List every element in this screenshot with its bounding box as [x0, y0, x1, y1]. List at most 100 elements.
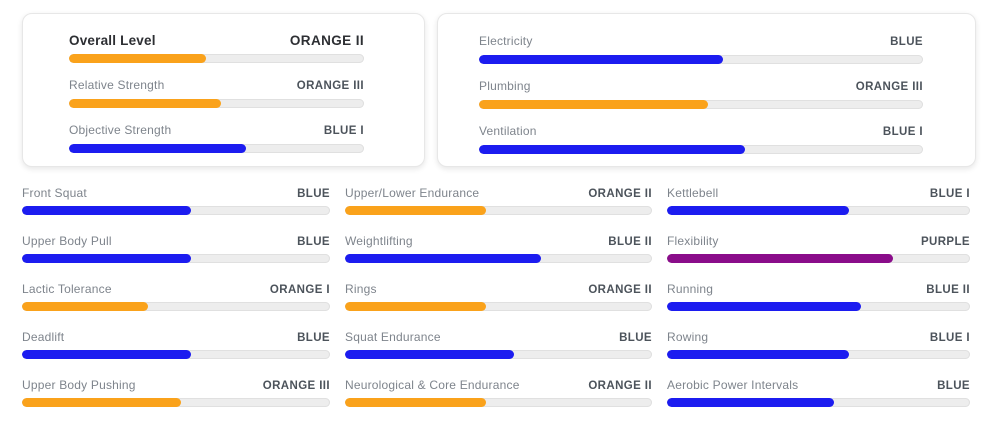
metric-label: Upper Body Pull — [22, 234, 112, 248]
progress-row: Flexibility PURPLE — [667, 234, 970, 263]
progress-row: Plumbing ORANGE III — [479, 79, 923, 109]
metric-label: Relative Strength — [69, 78, 165, 92]
progress-fill — [345, 254, 542, 263]
progress-fill — [479, 100, 708, 109]
metric-level: BLUE — [890, 36, 923, 48]
metric-label: Overall Level — [69, 33, 156, 48]
utilities-card: Electricity BLUE Plumbing ORANGE III V — [437, 13, 976, 167]
metrics-column-3: Kettlebell BLUE I Flexibility PURPLE R — [667, 186, 970, 421]
metric-label: Upper/Lower Endurance — [345, 186, 480, 200]
overall-level-card: Overall Level ORANGE II Relative Strengt… — [22, 13, 425, 167]
metric-label: Neurological & Core Endurance — [345, 378, 520, 392]
metric-label: Ventilation — [479, 124, 537, 138]
progress-track — [22, 206, 330, 215]
progress-row: Running BLUE II — [667, 282, 970, 311]
progress-track — [69, 54, 364, 63]
metric-level: BLUE I — [323, 125, 364, 137]
progress-row: Rowing BLUE I — [667, 330, 970, 359]
metrics-grid: Front Squat BLUE Upper Body Pull BLUE — [22, 186, 975, 421]
progress-fill — [479, 55, 724, 64]
metric-level: BLUE II — [926, 284, 970, 296]
metric-level: ORANGE III — [296, 80, 364, 92]
progress-fill — [479, 145, 746, 154]
metric-level: BLUE I — [882, 126, 923, 138]
progress-track — [345, 254, 652, 263]
metric-label: Kettlebell — [667, 186, 719, 200]
progress-fill — [667, 206, 849, 215]
progress-fill — [667, 398, 834, 407]
metrics-column-2: Upper/Lower Endurance ORANGE II Weightli… — [345, 186, 652, 421]
progress-fill — [22, 254, 192, 263]
progress-row: Rings ORANGE II — [345, 282, 652, 311]
progress-row: Deadlift BLUE — [22, 330, 330, 359]
progress-row: Relative Strength ORANGE III — [69, 78, 364, 108]
metric-level: BLUE — [937, 380, 970, 392]
metric-level: ORANGE III — [262, 380, 330, 392]
progress-track — [345, 398, 652, 407]
progress-fill — [345, 398, 487, 407]
progress-fill — [22, 398, 181, 407]
progress-track — [22, 254, 330, 263]
metric-level: BLUE — [619, 332, 652, 344]
progress-row: Ventilation BLUE I — [479, 124, 923, 154]
progress-row: Aerobic Power Intervals BLUE — [667, 378, 970, 407]
progress-row: Overall Level ORANGE II — [69, 34, 364, 63]
progress-row: Objective Strength BLUE I — [69, 123, 364, 153]
progress-row: Front Squat BLUE — [22, 186, 330, 215]
metric-level: ORANGE II — [588, 284, 652, 296]
progress-fill — [667, 350, 849, 359]
metric-label: Squat Endurance — [345, 330, 441, 344]
metric-level: BLUE — [297, 332, 330, 344]
progress-fill — [345, 302, 487, 311]
progress-fill — [345, 350, 514, 359]
progress-fill — [69, 144, 246, 153]
progress-track — [667, 206, 970, 215]
progress-track — [22, 302, 330, 311]
metric-level: ORANGE III — [855, 81, 923, 93]
progress-fill — [22, 206, 192, 215]
metric-level: ORANGE II — [588, 380, 652, 392]
metric-level: ORANGE II — [289, 33, 364, 48]
progress-row: Kettlebell BLUE I — [667, 186, 970, 215]
metric-label: Electricity — [479, 34, 533, 48]
metric-label: Front Squat — [22, 186, 87, 200]
metric-level: ORANGE II — [588, 188, 652, 200]
progress-track — [479, 145, 923, 154]
progress-row: Upper/Lower Endurance ORANGE II — [345, 186, 652, 215]
progress-row: Electricity BLUE — [479, 34, 923, 64]
progress-fill — [345, 206, 487, 215]
metric-label: Plumbing — [479, 79, 531, 93]
metric-label: Lactic Tolerance — [22, 282, 112, 296]
progress-track — [479, 55, 923, 64]
metric-label: Rowing — [667, 330, 709, 344]
progress-track — [479, 100, 923, 109]
metrics-column-1: Front Squat BLUE Upper Body Pull BLUE — [22, 186, 330, 421]
metric-label: Aerobic Power Intervals — [667, 378, 799, 392]
progress-row: Squat Endurance BLUE — [345, 330, 652, 359]
progress-fill — [69, 54, 207, 63]
metric-level: BLUE — [297, 188, 330, 200]
summary-cards: Overall Level ORANGE II Relative Strengt… — [22, 13, 976, 167]
metric-level: BLUE — [297, 236, 330, 248]
progress-row: Upper Body Pull BLUE — [22, 234, 330, 263]
metric-label: Running — [667, 282, 714, 296]
progress-row: Neurological & Core Endurance ORANGE II — [345, 378, 652, 407]
metric-level: ORANGE I — [269, 284, 330, 296]
progress-row: Weightlifting BLUE II — [345, 234, 652, 263]
metric-label: Flexibility — [667, 234, 719, 248]
metric-level: BLUE II — [608, 236, 652, 248]
metric-label: Weightlifting — [345, 234, 413, 248]
progress-track — [69, 99, 364, 108]
metric-level: PURPLE — [920, 236, 970, 248]
progress-track — [69, 144, 364, 153]
progress-track — [667, 254, 970, 263]
progress-row: Upper Body Pushing ORANGE III — [22, 378, 330, 407]
metric-label: Objective Strength — [69, 123, 172, 137]
progress-fill — [22, 302, 149, 311]
progress-track — [22, 398, 330, 407]
progress-track — [667, 302, 970, 311]
metric-label: Rings — [345, 282, 377, 296]
progress-track — [667, 398, 970, 407]
progress-fill — [667, 302, 861, 311]
